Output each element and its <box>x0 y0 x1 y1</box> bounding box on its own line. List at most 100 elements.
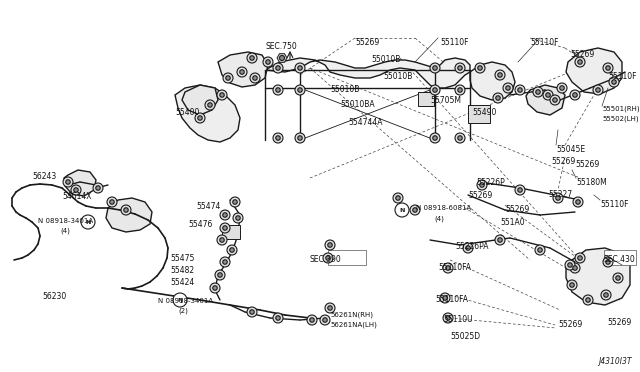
Circle shape <box>247 53 257 63</box>
Circle shape <box>233 213 243 223</box>
Circle shape <box>576 200 580 204</box>
Circle shape <box>107 197 117 207</box>
Circle shape <box>230 248 234 252</box>
Circle shape <box>455 133 465 143</box>
Circle shape <box>609 77 619 87</box>
Circle shape <box>445 316 451 320</box>
Circle shape <box>518 188 522 192</box>
Text: N 08918-6081A: N 08918-6081A <box>416 205 471 211</box>
Circle shape <box>543 90 553 100</box>
Circle shape <box>546 93 550 97</box>
Circle shape <box>475 63 485 73</box>
Polygon shape <box>526 85 565 115</box>
Circle shape <box>605 260 611 264</box>
Circle shape <box>295 63 305 73</box>
Polygon shape <box>182 85 218 115</box>
Text: 55025D: 55025D <box>450 332 480 341</box>
Circle shape <box>220 238 224 242</box>
Circle shape <box>593 85 603 95</box>
Bar <box>468 105 490 123</box>
Circle shape <box>550 95 560 105</box>
Circle shape <box>553 98 557 102</box>
Circle shape <box>276 316 280 320</box>
Circle shape <box>466 246 470 250</box>
Text: 55502(LH): 55502(LH) <box>602 116 639 122</box>
Circle shape <box>433 88 437 92</box>
Circle shape <box>495 70 505 80</box>
Circle shape <box>575 57 585 67</box>
Text: (2): (2) <box>178 308 188 314</box>
Circle shape <box>328 306 332 310</box>
Circle shape <box>603 257 613 267</box>
Circle shape <box>273 63 283 73</box>
Circle shape <box>226 76 230 80</box>
Circle shape <box>565 260 575 270</box>
Circle shape <box>96 186 100 190</box>
Circle shape <box>220 257 230 267</box>
Circle shape <box>498 73 502 77</box>
Circle shape <box>605 66 611 70</box>
Bar <box>328 250 366 265</box>
Circle shape <box>480 183 484 187</box>
Text: 56230: 56230 <box>42 292 67 301</box>
Circle shape <box>430 85 440 95</box>
Text: 55010B: 55010B <box>383 72 412 81</box>
Circle shape <box>223 226 227 230</box>
Circle shape <box>295 85 305 95</box>
Circle shape <box>247 307 257 317</box>
Circle shape <box>496 96 500 100</box>
Text: 55705M: 55705M <box>430 96 461 105</box>
Text: 55010B: 55010B <box>330 85 360 94</box>
Text: SEC.430: SEC.430 <box>604 255 636 264</box>
Circle shape <box>553 193 563 203</box>
Text: 55269: 55269 <box>551 157 575 166</box>
Text: 55010BA: 55010BA <box>340 100 374 109</box>
Circle shape <box>215 270 225 280</box>
Circle shape <box>250 73 260 83</box>
Circle shape <box>458 136 462 140</box>
Text: 55226PA: 55226PA <box>455 242 488 251</box>
Circle shape <box>578 60 582 64</box>
Circle shape <box>601 290 611 300</box>
Circle shape <box>71 185 81 195</box>
Text: 55269: 55269 <box>558 320 582 329</box>
Circle shape <box>210 283 220 293</box>
Circle shape <box>443 263 453 273</box>
Bar <box>418 92 434 106</box>
Circle shape <box>596 88 600 92</box>
Circle shape <box>573 93 577 97</box>
Circle shape <box>173 293 187 307</box>
Circle shape <box>230 197 240 207</box>
Circle shape <box>218 273 222 277</box>
Text: 55226P: 55226P <box>476 178 505 187</box>
Text: 55476: 55476 <box>188 220 212 229</box>
Circle shape <box>266 60 270 64</box>
Circle shape <box>223 260 227 264</box>
Circle shape <box>328 243 332 247</box>
Text: N: N <box>399 208 404 212</box>
Text: 55269: 55269 <box>355 38 380 47</box>
Circle shape <box>240 70 244 74</box>
Circle shape <box>463 243 473 253</box>
Circle shape <box>273 133 283 143</box>
Circle shape <box>515 185 525 195</box>
Circle shape <box>273 85 283 95</box>
Circle shape <box>570 263 580 273</box>
Text: (4): (4) <box>434 215 444 221</box>
Text: 55482: 55482 <box>170 266 194 275</box>
Circle shape <box>298 66 302 70</box>
Circle shape <box>205 100 215 110</box>
Circle shape <box>93 183 103 193</box>
Circle shape <box>323 253 333 263</box>
Text: 55490: 55490 <box>472 108 497 117</box>
Circle shape <box>557 83 567 93</box>
Circle shape <box>220 210 230 220</box>
Circle shape <box>493 93 503 103</box>
Text: 56261NA(LH): 56261NA(LH) <box>330 322 377 328</box>
Text: 55400: 55400 <box>175 108 200 117</box>
Circle shape <box>320 315 330 325</box>
Circle shape <box>575 253 585 263</box>
Polygon shape <box>175 85 240 142</box>
Circle shape <box>326 256 330 260</box>
Text: 55110FA: 55110FA <box>435 295 468 304</box>
